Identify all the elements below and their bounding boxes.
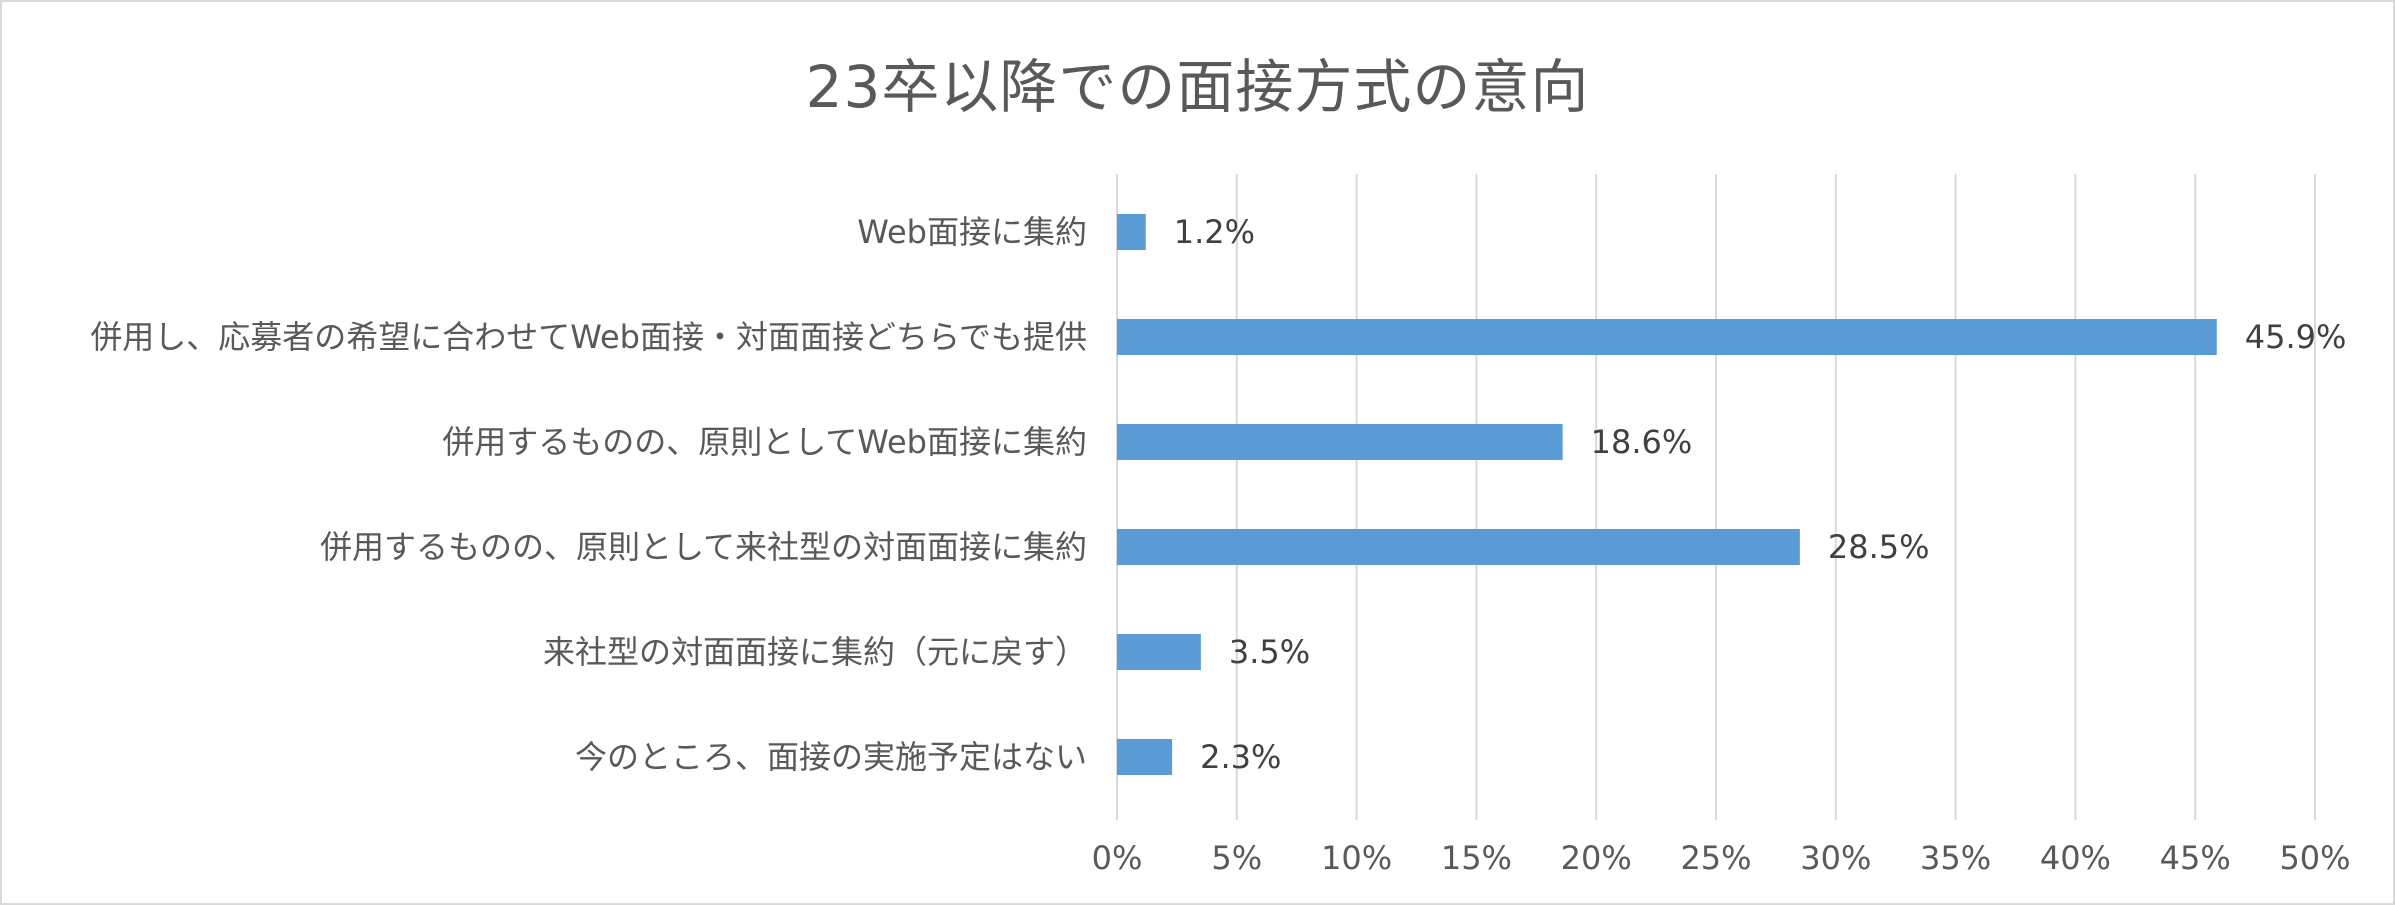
x-tick-label: 40% — [2040, 839, 2111, 877]
data-label: 1.2% — [1174, 213, 1255, 251]
data-label: 45.9% — [2245, 318, 2347, 356]
bar — [1117, 529, 1800, 565]
label-layer: 0% 5% 10% 15% 20% 25% 30% 35% 40% 45% 50% Web面接に集約 1… — [90, 213, 2350, 877]
chart-title: 23卒以降での面接方式の意向 — [805, 53, 1590, 121]
bar-layer — [1117, 214, 2217, 775]
x-tick-label: 45% — [2160, 839, 2231, 877]
category-label: Web面接に集約 — [857, 213, 1087, 251]
bar — [1117, 214, 1146, 250]
x-tick-label: 30% — [1800, 839, 1871, 877]
data-label: 28.5% — [1828, 528, 1930, 566]
bar — [1117, 424, 1563, 460]
x-tick-label: 15% — [1441, 839, 1512, 877]
x-tick-label: 20% — [1561, 839, 1632, 877]
category-label: 今のところ、面接の実施予定はない — [575, 738, 1087, 776]
grid-layer — [1116, 174, 2316, 820]
category-label: 併用するものの、原則としてWeb面接に集約 — [442, 423, 1087, 461]
x-tick-label: 5% — [1211, 839, 1262, 877]
x-tick-label: 35% — [1920, 839, 1991, 877]
category-label: 併用し、応募者の希望に合わせてWeb面接・対面面接どちらでも提供 — [90, 318, 1087, 356]
category-label: 来社型の対面面接に集約（元に戻す） — [543, 633, 1087, 671]
x-tick-label: 0% — [1092, 839, 1143, 877]
data-label: 2.3% — [1200, 738, 1281, 776]
bar — [1117, 634, 1201, 670]
data-label: 18.6% — [1591, 423, 1693, 461]
bar — [1117, 739, 1173, 775]
x-tick-label: 10% — [1321, 839, 1392, 877]
category-label: 併用するものの、原則として来社型の対面面接に集約 — [320, 528, 1087, 566]
data-label: 3.5% — [1229, 633, 1310, 671]
bar — [1117, 319, 2217, 355]
x-tick-label: 50% — [2279, 839, 2350, 877]
x-tick-label: 25% — [1680, 839, 1751, 877]
